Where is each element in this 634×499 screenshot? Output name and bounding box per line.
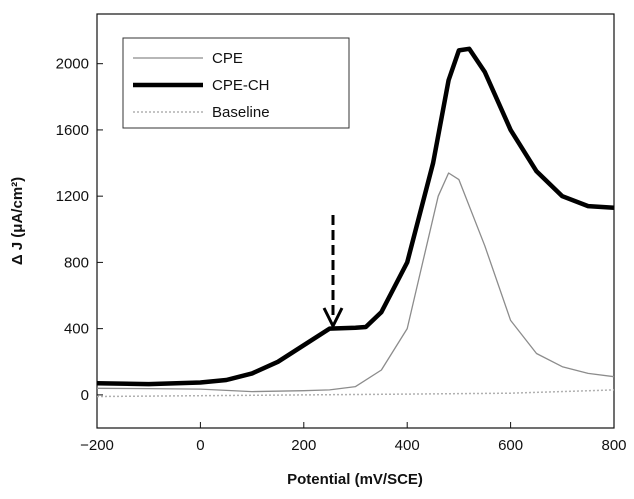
y-tick-label: 0 [81,387,89,404]
x-tick-label: 600 [498,437,523,454]
y-tick-label: 1200 [56,188,89,205]
legend-label: CPE [212,50,243,67]
legend-label: CPE-CH [212,77,270,94]
x-axis-title: Potential (mV/SCE) [287,471,423,488]
y-tick-label: 2000 [56,56,89,73]
x-tick-label: 0 [196,437,204,454]
y-tick-label: 800 [64,254,89,271]
x-tick-label: 800 [601,437,626,454]
x-tick-label: 400 [395,437,420,454]
y-tick-label: 1600 [56,122,89,139]
legend-label: Baseline [212,104,270,121]
annotation-arrowhead [322,307,344,330]
data-line [96,389,615,398]
y-tick-label: 400 [64,321,89,338]
data-line [96,172,615,393]
data-line [96,46,615,387]
x-tick-label: 200 [291,437,316,454]
x-tick-label: −200 [80,437,114,454]
plot-frame [96,13,615,429]
y-axis-title: Δ J (μA/cm²) [9,177,26,265]
